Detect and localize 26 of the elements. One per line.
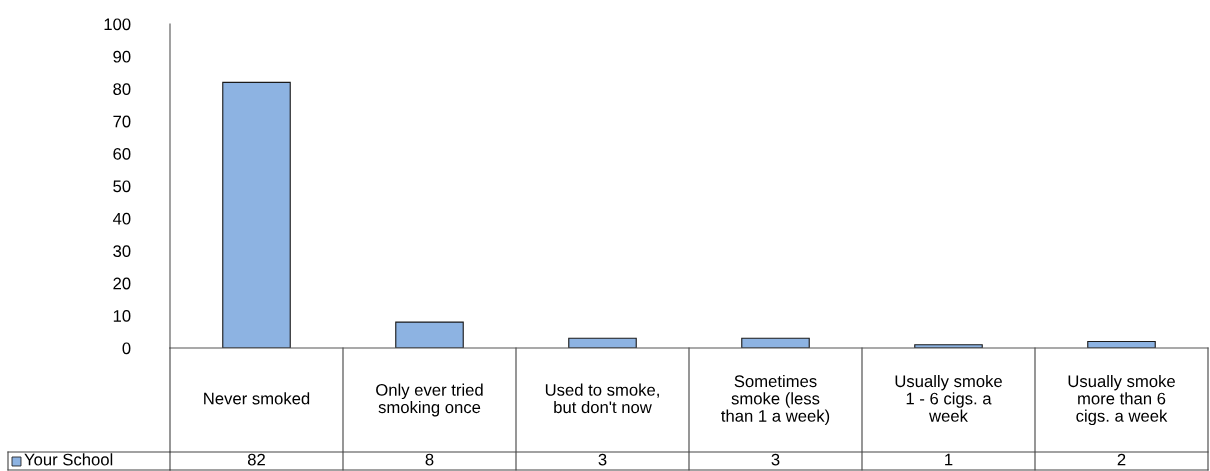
x-tick-label: Never smoked bbox=[204, 392, 310, 405]
data-label: 2 bbox=[1117, 453, 1126, 466]
legend-label: Your School bbox=[24, 453, 113, 466]
data-label: 82 bbox=[247, 453, 265, 466]
x-tick-label: Used to smoke, but don't now bbox=[545, 383, 659, 414]
y-tick-label: 90 bbox=[113, 50, 131, 63]
y-tick-label: 40 bbox=[112, 212, 131, 225]
y-tick-label: 0 bbox=[122, 342, 131, 355]
y-tick-label: 100 bbox=[104, 18, 131, 31]
x-tick-label: Sometimes smoke (less than 1 a week) bbox=[721, 374, 830, 426]
data-label: 3 bbox=[598, 453, 607, 466]
data-label: 8 bbox=[425, 453, 434, 466]
y-tick-label: 70 bbox=[113, 115, 131, 128]
y-tick-label: 60 bbox=[113, 148, 131, 160]
data-label: 3 bbox=[771, 453, 780, 466]
y-tick-label: 50 bbox=[113, 180, 131, 193]
y-tick-label: 20 bbox=[113, 277, 131, 290]
x-tick-label: Usually smoke more than 6 cigs. a week bbox=[1068, 374, 1175, 426]
data-label: 1 bbox=[945, 453, 953, 466]
x-tick-label: Usually smoke 1 - 6 cigs. a week bbox=[895, 374, 1002, 422]
x-tick-label: Only ever tried smoking once bbox=[376, 383, 483, 417]
y-tick-label: 80 bbox=[113, 83, 131, 95]
bar bbox=[395, 321, 464, 348]
bar bbox=[222, 81, 291, 348]
y-tick-label: 10 bbox=[113, 310, 131, 322]
y-tick-label: 30 bbox=[113, 245, 131, 257]
